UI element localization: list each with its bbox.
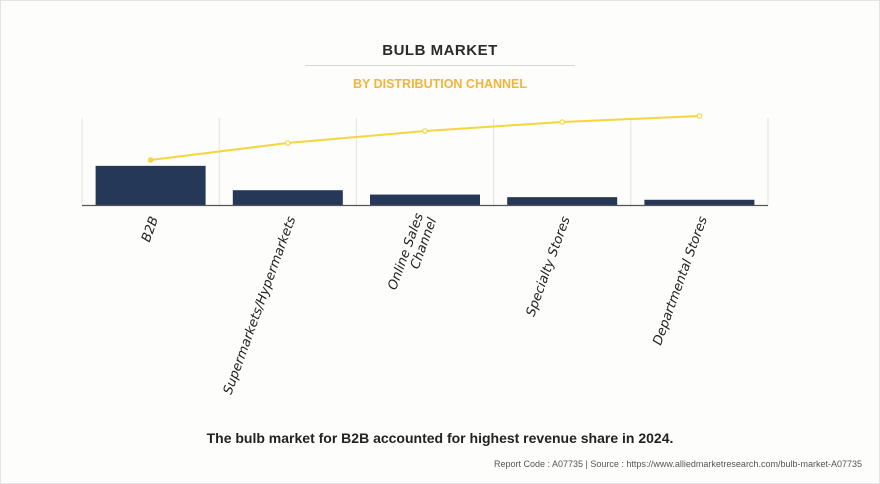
chart-title: BULB MARKET [382, 42, 498, 59]
trend-line-path [150, 115, 700, 161]
gridlines [81, 118, 769, 205]
chart-caption: The bulb market for B2B accounted for hi… [206, 430, 674, 446]
x-tick-label-line: Specialty Stores [524, 214, 574, 318]
trend-point-2 [422, 128, 428, 134]
trend-point-0 [147, 157, 154, 163]
x-tick-label-line: B2B [139, 215, 162, 245]
x-tick-label-2: Online SalesChannel [385, 211, 440, 297]
chart-subtitle: BY DISTRIBUTION CHANNEL [352, 77, 528, 91]
x-tick-label-line: Departmental Stores [650, 214, 711, 347]
trend-point-4 [696, 113, 703, 119]
x-tick-labels: B2B Supermarkets/Hypermarkets Online Sales… [139, 211, 711, 397]
bar-4 [644, 199, 755, 205]
x-tick-label-3: Specialty Stores [524, 214, 574, 318]
x-tick-label-line: Supermarkets/Hypermarkets [221, 214, 300, 396]
trend-point-1 [284, 140, 291, 146]
x-tick-label-0: B2B [139, 215, 162, 245]
x-tick-label-1: Supermarkets/Hypermarkets [221, 214, 300, 396]
trend-point-3 [559, 119, 566, 125]
x-tick-label-4: Departmental Stores [650, 214, 711, 347]
bar-2 [370, 194, 480, 205]
source-note: Report Code : A07735 | Source : https://… [493, 459, 862, 469]
trend-line [147, 113, 703, 163]
bars [95, 165, 755, 205]
bar-0 [95, 165, 206, 205]
bar-3 [507, 197, 618, 205]
title-divider [305, 65, 575, 66]
bar-1 [232, 190, 343, 205]
